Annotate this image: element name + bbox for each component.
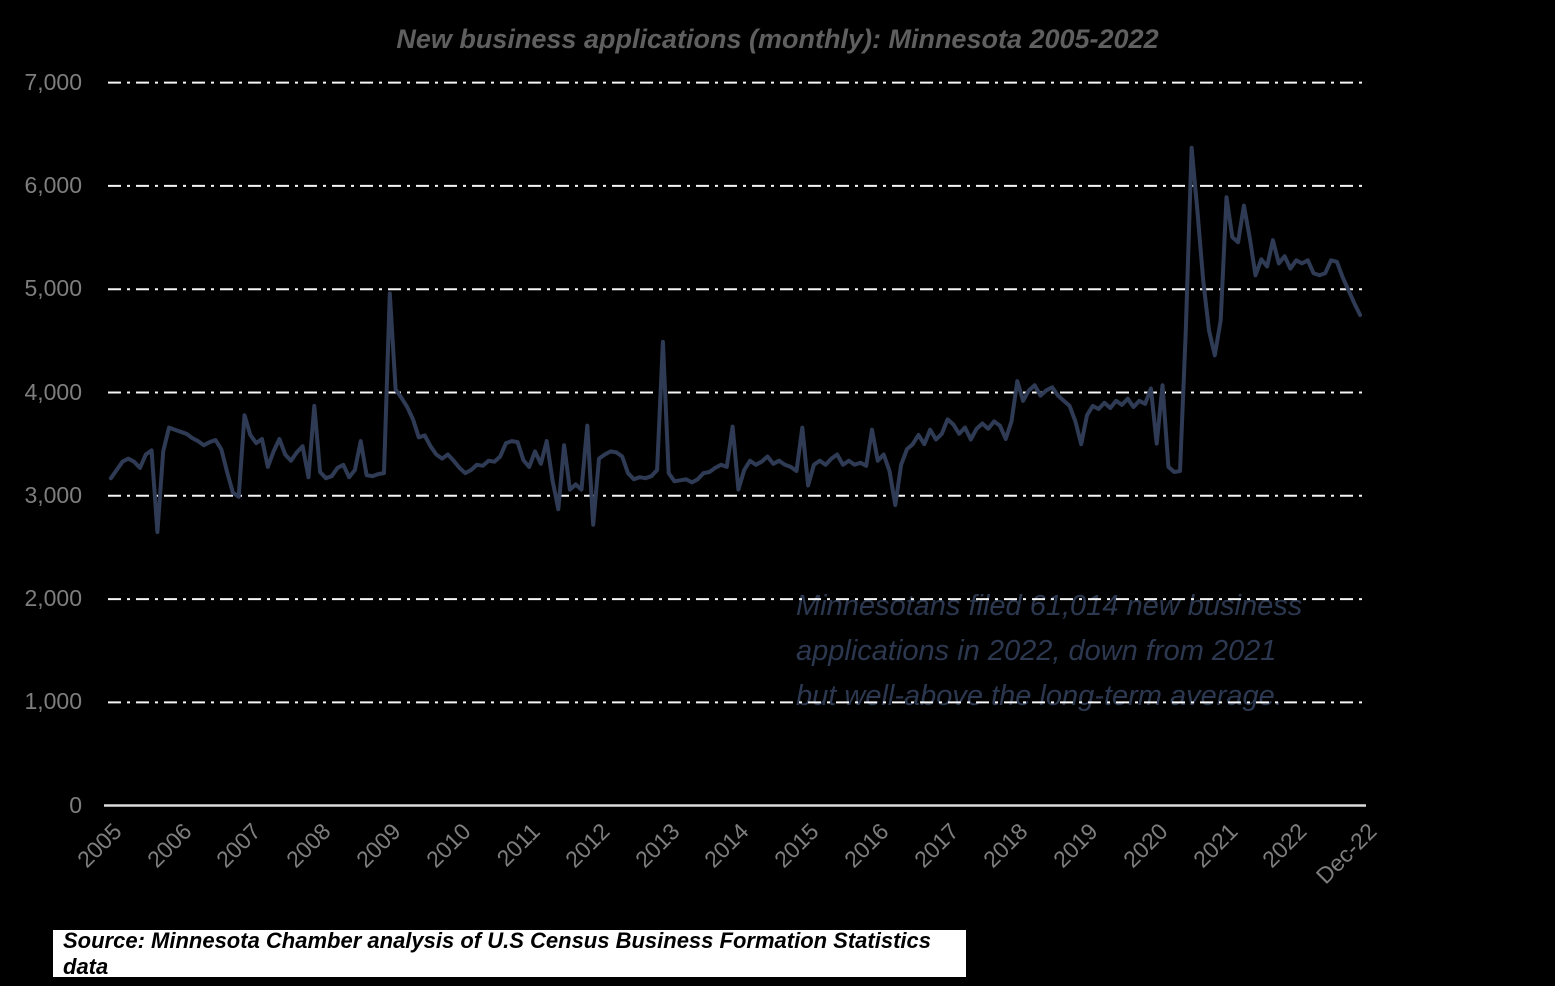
source-note-text: Source: Minnesota Chamber analysis of U.… xyxy=(63,927,932,979)
y-axis-tick-label: 3,000 xyxy=(24,482,82,508)
y-axis-tick-label: 7,000 xyxy=(24,69,82,95)
annotation-line: Minnesotans filed 61,014 new business xyxy=(796,590,1303,622)
y-axis-tick-label: 6,000 xyxy=(24,172,82,198)
chart-annotation: Minnesotans filed 61,014 new business ap… xyxy=(796,584,1446,719)
source-note: Source: Minnesota Chamber analysis of U.… xyxy=(53,927,966,979)
y-axis-tick-label: 4,000 xyxy=(24,379,82,405)
y-axis-tick-label: 2,000 xyxy=(24,585,82,611)
y-axis-tick-label: 1,000 xyxy=(24,688,82,714)
y-axis-tick-label: 0 xyxy=(69,792,82,818)
chart-title: New business applications (monthly): Min… xyxy=(396,24,1159,54)
y-axis-tick-label: 5,000 xyxy=(24,275,82,301)
annotation-line: but well-above the long-term average. xyxy=(796,680,1283,712)
annotation-line: applications in 2022, down from 2021 xyxy=(796,635,1277,667)
data-series-line xyxy=(108,145,1363,534)
